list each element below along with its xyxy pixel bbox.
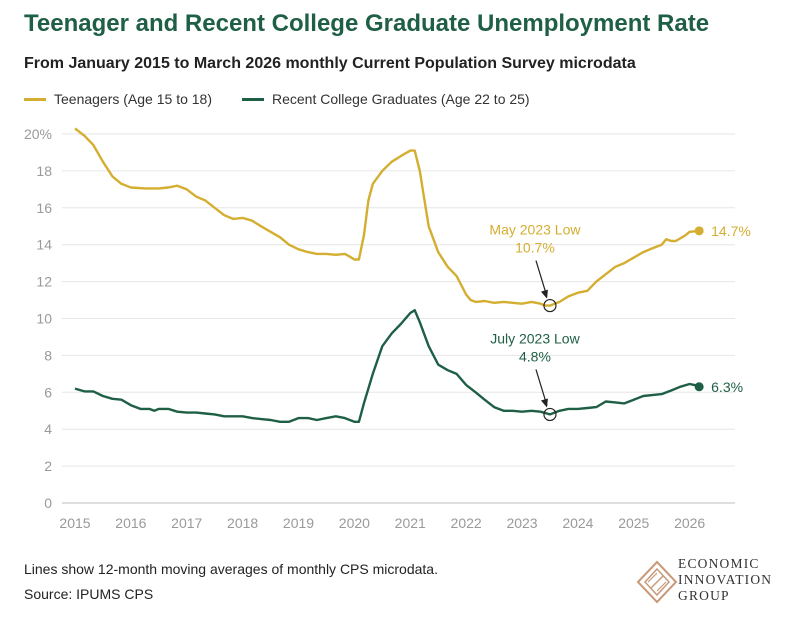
legend-label-teenagers: Teenagers (Age 15 to 18) [54, 91, 212, 107]
logo: ECONOMIC INNOVATION GROUP [636, 556, 786, 612]
logo-line-innovation: INNOVATION [678, 572, 773, 587]
end-label-graduates: 6.3% [711, 379, 743, 395]
legend-label-graduates: Recent College Graduates (Age 22 to 25) [272, 91, 530, 107]
annotation-title-graduates: July 2023 Low [490, 330, 580, 346]
legend-swatch-graduates [242, 97, 264, 101]
x-tick-label: 2020 [339, 515, 370, 531]
annotation-marker-graduates [543, 407, 557, 422]
end-point-graduates [694, 382, 704, 392]
logo-text: ECONOMIC INNOVATION GROUP [678, 556, 772, 604]
x-tick-label: 2022 [451, 515, 482, 531]
series-line-teenagers [74, 127, 700, 307]
footnote: Lines show 12-month moving averages of m… [24, 561, 438, 577]
y-tick-label: 2 [44, 458, 52, 474]
y-tick-label: 8 [44, 347, 52, 363]
annotation-marker-teenagers [543, 298, 557, 313]
end-label-teenagers: 14.7% [711, 223, 751, 239]
x-tick-label: 2025 [618, 515, 649, 531]
y-tick-label: 4 [44, 421, 52, 437]
annotation-value-graduates: 4.8% [519, 348, 551, 364]
chart-subtitle: From January 2015 to March 2026 monthly … [24, 55, 636, 72]
annotation-title-teenagers: May 2023 Low [489, 222, 581, 238]
chart-title: Teenager and Recent College Graduate Une… [24, 10, 710, 37]
legend-item-teenagers: Teenagers (Age 15 to 18) [24, 91, 212, 107]
y-tick-label: 16 [36, 200, 52, 216]
y-tick-label: 12 [36, 274, 52, 290]
x-tick-label: 2024 [562, 515, 593, 531]
logo-line-economic: ECONOMIC [678, 556, 760, 571]
x-tick-label: 2026 [674, 515, 705, 531]
chart-legend: Teenagers (Age 15 to 18) Recent College … [24, 91, 560, 107]
annotation-value-teenagers: 10.7% [515, 240, 555, 256]
x-tick-label: 2019 [283, 515, 314, 531]
annotation-arrowhead-graduates [540, 398, 548, 408]
source-note: Source: IPUMS CPS [24, 586, 154, 602]
y-tick-label: 0 [44, 495, 52, 511]
y-tick-label: 18 [36, 163, 52, 179]
y-tick-label: 20% [24, 126, 52, 142]
x-tick-label: 2017 [171, 515, 202, 531]
x-tick-label: 2018 [227, 515, 258, 531]
x-tick-label: 2021 [395, 515, 426, 531]
y-tick-label: 14 [36, 237, 52, 253]
legend-swatch-teenagers [24, 97, 46, 101]
y-tick-label: 6 [44, 384, 52, 400]
y-tick-label: 10 [36, 311, 52, 327]
x-tick-label: 2023 [506, 515, 537, 531]
x-tick-label: 2016 [115, 515, 146, 531]
series-line-graduates [74, 309, 700, 423]
legend-item-graduates: Recent College Graduates (Age 22 to 25) [242, 91, 530, 107]
end-point-teenagers [694, 226, 704, 236]
annotation-arrowhead-teenagers [540, 289, 548, 299]
x-tick-label: 2015 [59, 515, 90, 531]
logo-line-group: GROUP [678, 588, 730, 603]
eig-diamond-logo-icon [636, 560, 678, 604]
